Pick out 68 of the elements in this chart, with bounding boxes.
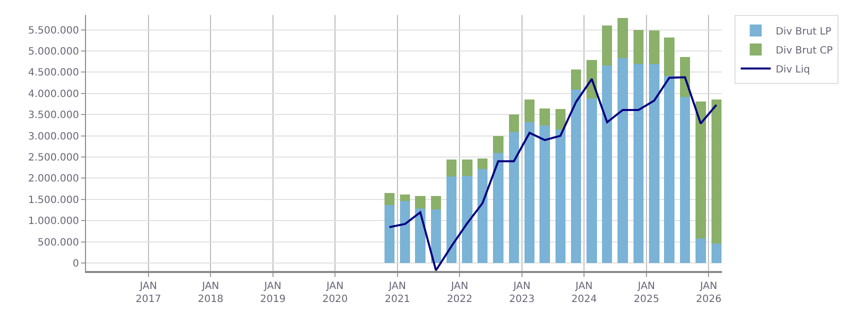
x-tick-label: JAN 2026 (696, 281, 722, 305)
x-tick-label: JAN 2020 (322, 281, 348, 305)
bar (602, 65, 612, 263)
bar (400, 194, 410, 202)
x-tick-label: JAN 2019 (260, 281, 286, 305)
bar (430, 196, 442, 210)
legend-label: Div Liq (776, 64, 810, 76)
y-tick-label: 3.500.000 (28, 110, 79, 122)
bar (446, 176, 457, 263)
bar (555, 129, 566, 263)
bar (664, 76, 674, 263)
y-tick-label: 0 (72, 258, 79, 270)
bar (649, 64, 660, 263)
bar (384, 193, 395, 205)
bar (462, 160, 472, 176)
bar (649, 30, 660, 64)
y-tick-label: 5.500.000 (28, 25, 79, 36)
bar (696, 238, 706, 263)
bar (711, 243, 722, 263)
line-series (388, 76, 718, 271)
bar (446, 160, 457, 176)
x-tick-label: JAN 2017 (136, 281, 162, 305)
x-tick-label: JAN 2024 (571, 281, 597, 305)
bar (633, 64, 644, 263)
bar (540, 108, 550, 126)
y-tick-label: 4.000.000 (28, 88, 79, 100)
bar (477, 168, 488, 263)
x-tick-label: JAN 2022 (446, 281, 472, 305)
y-tick-label: 500.000 (38, 237, 79, 248)
bar (633, 30, 644, 64)
bar (493, 153, 504, 263)
y-tick-label: 3.000.000 (28, 131, 79, 142)
bar (430, 210, 442, 263)
x-tick-label: JAN 2023 (509, 281, 535, 305)
bar (555, 109, 566, 130)
x-tick-label: JAN 2018 (198, 281, 224, 305)
legend-label: Div Brut LP (776, 26, 832, 38)
bar (586, 98, 597, 263)
bar (477, 158, 488, 169)
bar (540, 126, 550, 263)
bar (415, 208, 426, 263)
bar (696, 101, 706, 238)
bar (524, 99, 535, 122)
y-tick-label: 2.500.000 (28, 152, 79, 164)
bar (462, 176, 472, 263)
bar (524, 122, 535, 263)
bar (570, 90, 582, 263)
bar (602, 26, 612, 66)
bar (618, 18, 628, 58)
y-tick-label: 1.500.000 (28, 194, 79, 206)
bar (711, 99, 722, 244)
y-tick-label: 5.000.000 (28, 46, 79, 58)
y-tick-label: 2.000.000 (28, 174, 79, 185)
bar (493, 136, 504, 154)
bar (508, 114, 519, 132)
bar (618, 58, 628, 263)
x-tick-label: JAN 2021 (384, 281, 410, 305)
bar (570, 69, 582, 90)
bar (508, 132, 519, 263)
x-tick-label: JAN 2025 (634, 281, 660, 305)
bar (680, 97, 690, 263)
bar (400, 201, 410, 263)
y-tick-label: 4.500.000 (28, 68, 79, 79)
y-tick-label: 1.000.000 (28, 216, 79, 228)
bar (664, 37, 674, 76)
bar (384, 204, 395, 263)
legend-label: Div Brut CP (776, 45, 833, 56)
bar (415, 196, 426, 209)
